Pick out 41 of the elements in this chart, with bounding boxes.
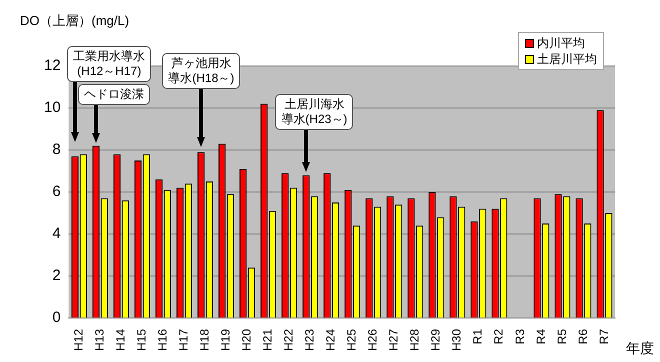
x-tick-label: H16 <box>156 328 170 351</box>
y-tick-label: 8 <box>52 141 61 158</box>
x-tick-label: R1 <box>470 328 485 344</box>
x-tick-label: H19 <box>218 328 233 351</box>
x-tick-label: H26 <box>366 328 380 351</box>
x-tick-label: H17 <box>176 328 191 351</box>
x-tick-label: H25 <box>344 328 359 351</box>
annotation: 土居川海水導水(H23～) <box>276 96 352 127</box>
y-tick-label: 10 <box>44 99 61 116</box>
legend-label: 土居川平均 <box>537 51 597 67</box>
y-tick-label: 12 <box>44 57 61 74</box>
y-tick-label: 4 <box>52 225 61 242</box>
x-tick-label: H15 <box>134 328 149 351</box>
x-tick-label: H22 <box>282 328 296 351</box>
legend-label: 内川平均 <box>537 35 585 51</box>
y-axis-title: DO（上層）(mg/L) <box>20 12 130 30</box>
x-tick-label: H29 <box>428 328 443 351</box>
x-tick-label: H21 <box>260 328 275 351</box>
x-tick-label: H23 <box>302 328 317 351</box>
x-tick-label: R3 <box>512 328 527 344</box>
x-tick-label: H14 <box>114 328 128 351</box>
x-tick-label: H27 <box>386 328 401 351</box>
x-tick-label: H13 <box>92 328 107 351</box>
x-tick-label: H18 <box>198 328 212 351</box>
x-tick-label: H30 <box>450 328 464 351</box>
annotation: 芦ヶ池用水導水(H18～) <box>163 56 240 86</box>
x-tick-label: H28 <box>408 328 422 351</box>
y-tick-label: 2 <box>52 267 61 284</box>
annotation: ヘドロ浚渫 <box>79 86 150 102</box>
annotation: 工業用水導水(H12～H17) <box>68 48 150 79</box>
x-tick-label: H24 <box>324 328 338 351</box>
x-tick-label: R6 <box>576 328 590 344</box>
x-tick-label: R7 <box>596 328 611 344</box>
x-tick-label: R4 <box>534 328 548 344</box>
x-tick-label: R2 <box>492 328 506 344</box>
x-tick-label: H12 <box>72 328 86 351</box>
x-tick-label: H20 <box>240 328 254 351</box>
x-axis-title: 年度 <box>626 340 654 358</box>
x-tick-label: R5 <box>554 328 569 344</box>
y-tick-label: 0 <box>52 309 61 326</box>
y-tick-label: 6 <box>52 183 61 200</box>
